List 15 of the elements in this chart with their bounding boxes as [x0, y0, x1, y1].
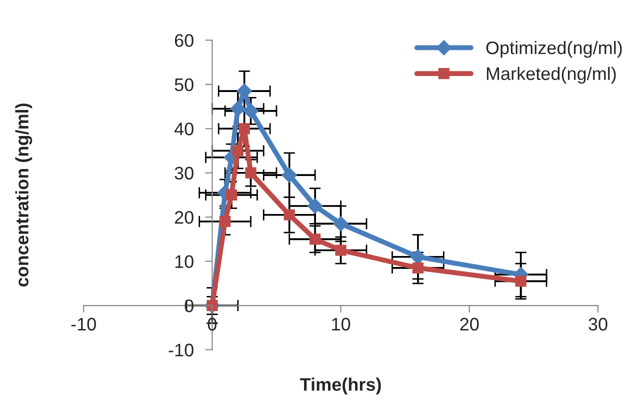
x-tick-label: 30 — [588, 318, 608, 331]
x-tick-label: -10 — [71, 318, 96, 331]
y-tick-label: 10 — [175, 255, 194, 268]
y-tick-label: 50 — [174, 78, 194, 92]
y-tick-label: 40 — [174, 122, 194, 136]
y-axis-title: concentration (ng/ml) — [15, 104, 32, 287]
x-axis-title: Time(hrs) — [300, 378, 381, 394]
y-tick-label: 20 — [174, 211, 194, 224]
legend-label: Optimized(ng/ml) — [486, 40, 622, 58]
y-tick-label: 60 — [174, 34, 194, 47]
legend-label: Marketed(ng/ml) — [486, 66, 616, 84]
x-tick-label: 10 — [332, 318, 350, 331]
x-tick-label: 20 — [460, 318, 479, 331]
y-tick-label: -10 — [168, 344, 194, 356]
y-tick-label: 30 — [174, 166, 194, 180]
